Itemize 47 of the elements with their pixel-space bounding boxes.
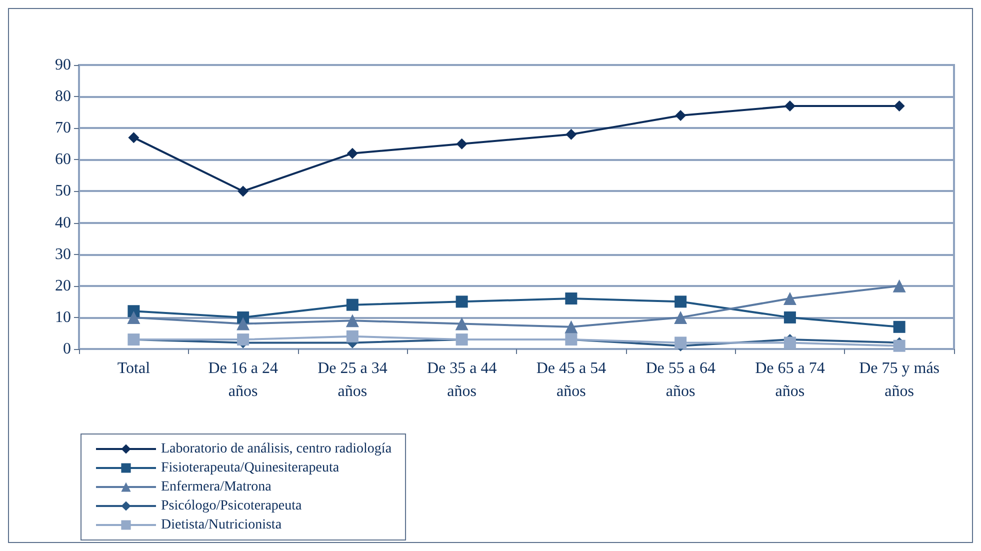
legend-label: Enfermera/Matrona [161,480,272,494]
legend-label: Dietista/Nutricionista [161,518,282,532]
point [346,330,358,342]
point [674,296,687,308]
point [456,296,468,308]
y-tick-label: 60 [55,151,71,168]
point [127,310,140,324]
y-tick-label: 30 [55,246,71,263]
point [783,292,796,306]
y-tick-label: 20 [55,277,71,294]
point [674,310,688,324]
x-tick-label: De 25 a 34 años [318,360,388,400]
point [456,138,468,150]
point [455,317,468,330]
y-tick-label: 70 [55,120,71,137]
x-tick-label: De 16 a 24 años [208,360,278,400]
y-tick-label: 10 [55,308,71,326]
point [893,320,906,333]
y-tick-label: 0 [63,340,71,358]
x-tick-label: De 75 y más años [859,360,940,400]
point [893,340,906,352]
y-tick-label: 90 [55,56,71,74]
point [892,279,906,292]
legend-label: Laboratorio de análisis, centro radiología [161,442,392,456]
legend-label: Fisioterapeuta/Quinesiterapeuta [161,460,340,476]
x-tick-label: De 35 a 44 años [426,360,497,400]
point [894,100,905,112]
point [565,292,578,305]
point [236,317,250,330]
point [346,314,359,328]
point [784,311,796,324]
point [566,128,577,140]
point [346,148,358,159]
y-tick-label: 50 [55,182,71,200]
point [675,110,686,121]
y-tick-label: 80 [55,88,71,106]
x-tick-label: De 65 a 74 años [755,360,825,400]
x-tick-label: De 55 a 64 años [646,360,716,400]
point [564,320,578,334]
legend-label: Psicólogo/Psicoterapeuta [161,498,303,514]
point [346,298,358,311]
x-tick-label: De 45 a 54 años [536,360,606,400]
point [128,132,140,144]
x-tick-label: Total [117,360,151,377]
point [784,100,796,112]
point [238,186,249,197]
y-tick-label: 40 [55,214,71,232]
